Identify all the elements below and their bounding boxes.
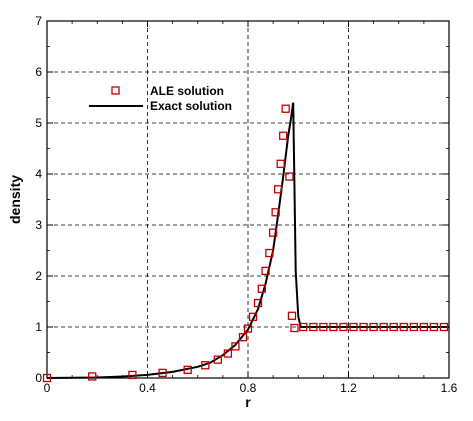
ale-data-point (201, 361, 210, 370)
ale-data-point (253, 298, 263, 308)
ale-data-point (339, 322, 348, 332)
legend-exact-label: Exact solution (150, 99, 232, 113)
x-tick-label: 0.4 (139, 381, 156, 395)
ale-data-point (128, 370, 137, 380)
axis-ticks (46, 20, 450, 379)
ale-data-point (281, 104, 290, 113)
ale-data-point (265, 248, 274, 258)
ale-data-point (158, 368, 167, 378)
ale-data-point (238, 333, 248, 342)
ale-solution-series (42, 104, 449, 383)
ale-data-point (268, 228, 278, 237)
legend-ale-label: ALE solution (150, 84, 224, 98)
ale-data-point (257, 284, 266, 293)
ale-data-point (273, 185, 283, 194)
ale-data-point (261, 266, 270, 276)
y-tick-label: 4 (35, 167, 42, 181)
y-tick-label: 5 (35, 116, 42, 130)
ale-data-point (409, 322, 418, 332)
ale-data-point (287, 311, 297, 320)
y-tick-label: 6 (35, 65, 42, 79)
exact-solution-series (46, 102, 449, 379)
x-tick-label: 0 (44, 381, 51, 395)
ale-data-point (276, 159, 285, 168)
x-tick-labels: 0 0.4 0.8 1.2 1.6 (44, 381, 458, 395)
ale-data-point (231, 342, 240, 351)
y-tick-label: 1 (35, 320, 42, 334)
ale-data-point (285, 172, 294, 181)
y-tick-label: 3 (35, 218, 42, 232)
ale-data-point (88, 372, 97, 381)
ale-data-point (223, 349, 233, 358)
x-axis-label: r (245, 394, 251, 410)
ale-data-point (248, 312, 258, 321)
ale-data-point (379, 322, 388, 332)
ale-data-point (243, 324, 253, 333)
y-tick-labels: 0 1 2 3 4 5 6 7 (35, 14, 42, 385)
ale-data-point (319, 322, 328, 332)
ale-data-point (299, 322, 308, 332)
legend-ale-marker (111, 86, 120, 95)
y-tick-label: 7 (35, 14, 42, 28)
ale-data-point (279, 131, 288, 140)
x-tick-label: 1.2 (340, 381, 357, 395)
ale-data-point (349, 322, 358, 332)
ale-data-point (329, 322, 338, 332)
grid (47, 21, 449, 378)
x-tick-label: 1.6 (441, 381, 458, 395)
ale-data-point (419, 322, 429, 332)
legend: ALE solution Exact solution (89, 84, 232, 113)
ale-data-point (439, 322, 449, 332)
y-tick-label: 0 (35, 371, 42, 385)
ale-data-point (399, 322, 408, 332)
ale-data-point (42, 373, 52, 383)
exact-solution-line (46, 102, 449, 379)
y-tick-label: 2 (35, 269, 42, 283)
ale-data-point (183, 365, 192, 374)
ale-data-point (389, 322, 398, 332)
ale-data-point (429, 322, 439, 332)
y-axis-label: density (7, 175, 23, 224)
x-tick-label: 0.8 (240, 381, 257, 395)
ale-data-point (271, 208, 280, 217)
ale-data-point (369, 322, 378, 332)
ale-data-point (290, 323, 299, 333)
ale-data-point (213, 355, 223, 364)
ale-data-point (309, 322, 318, 332)
ale-data-point (359, 322, 368, 332)
